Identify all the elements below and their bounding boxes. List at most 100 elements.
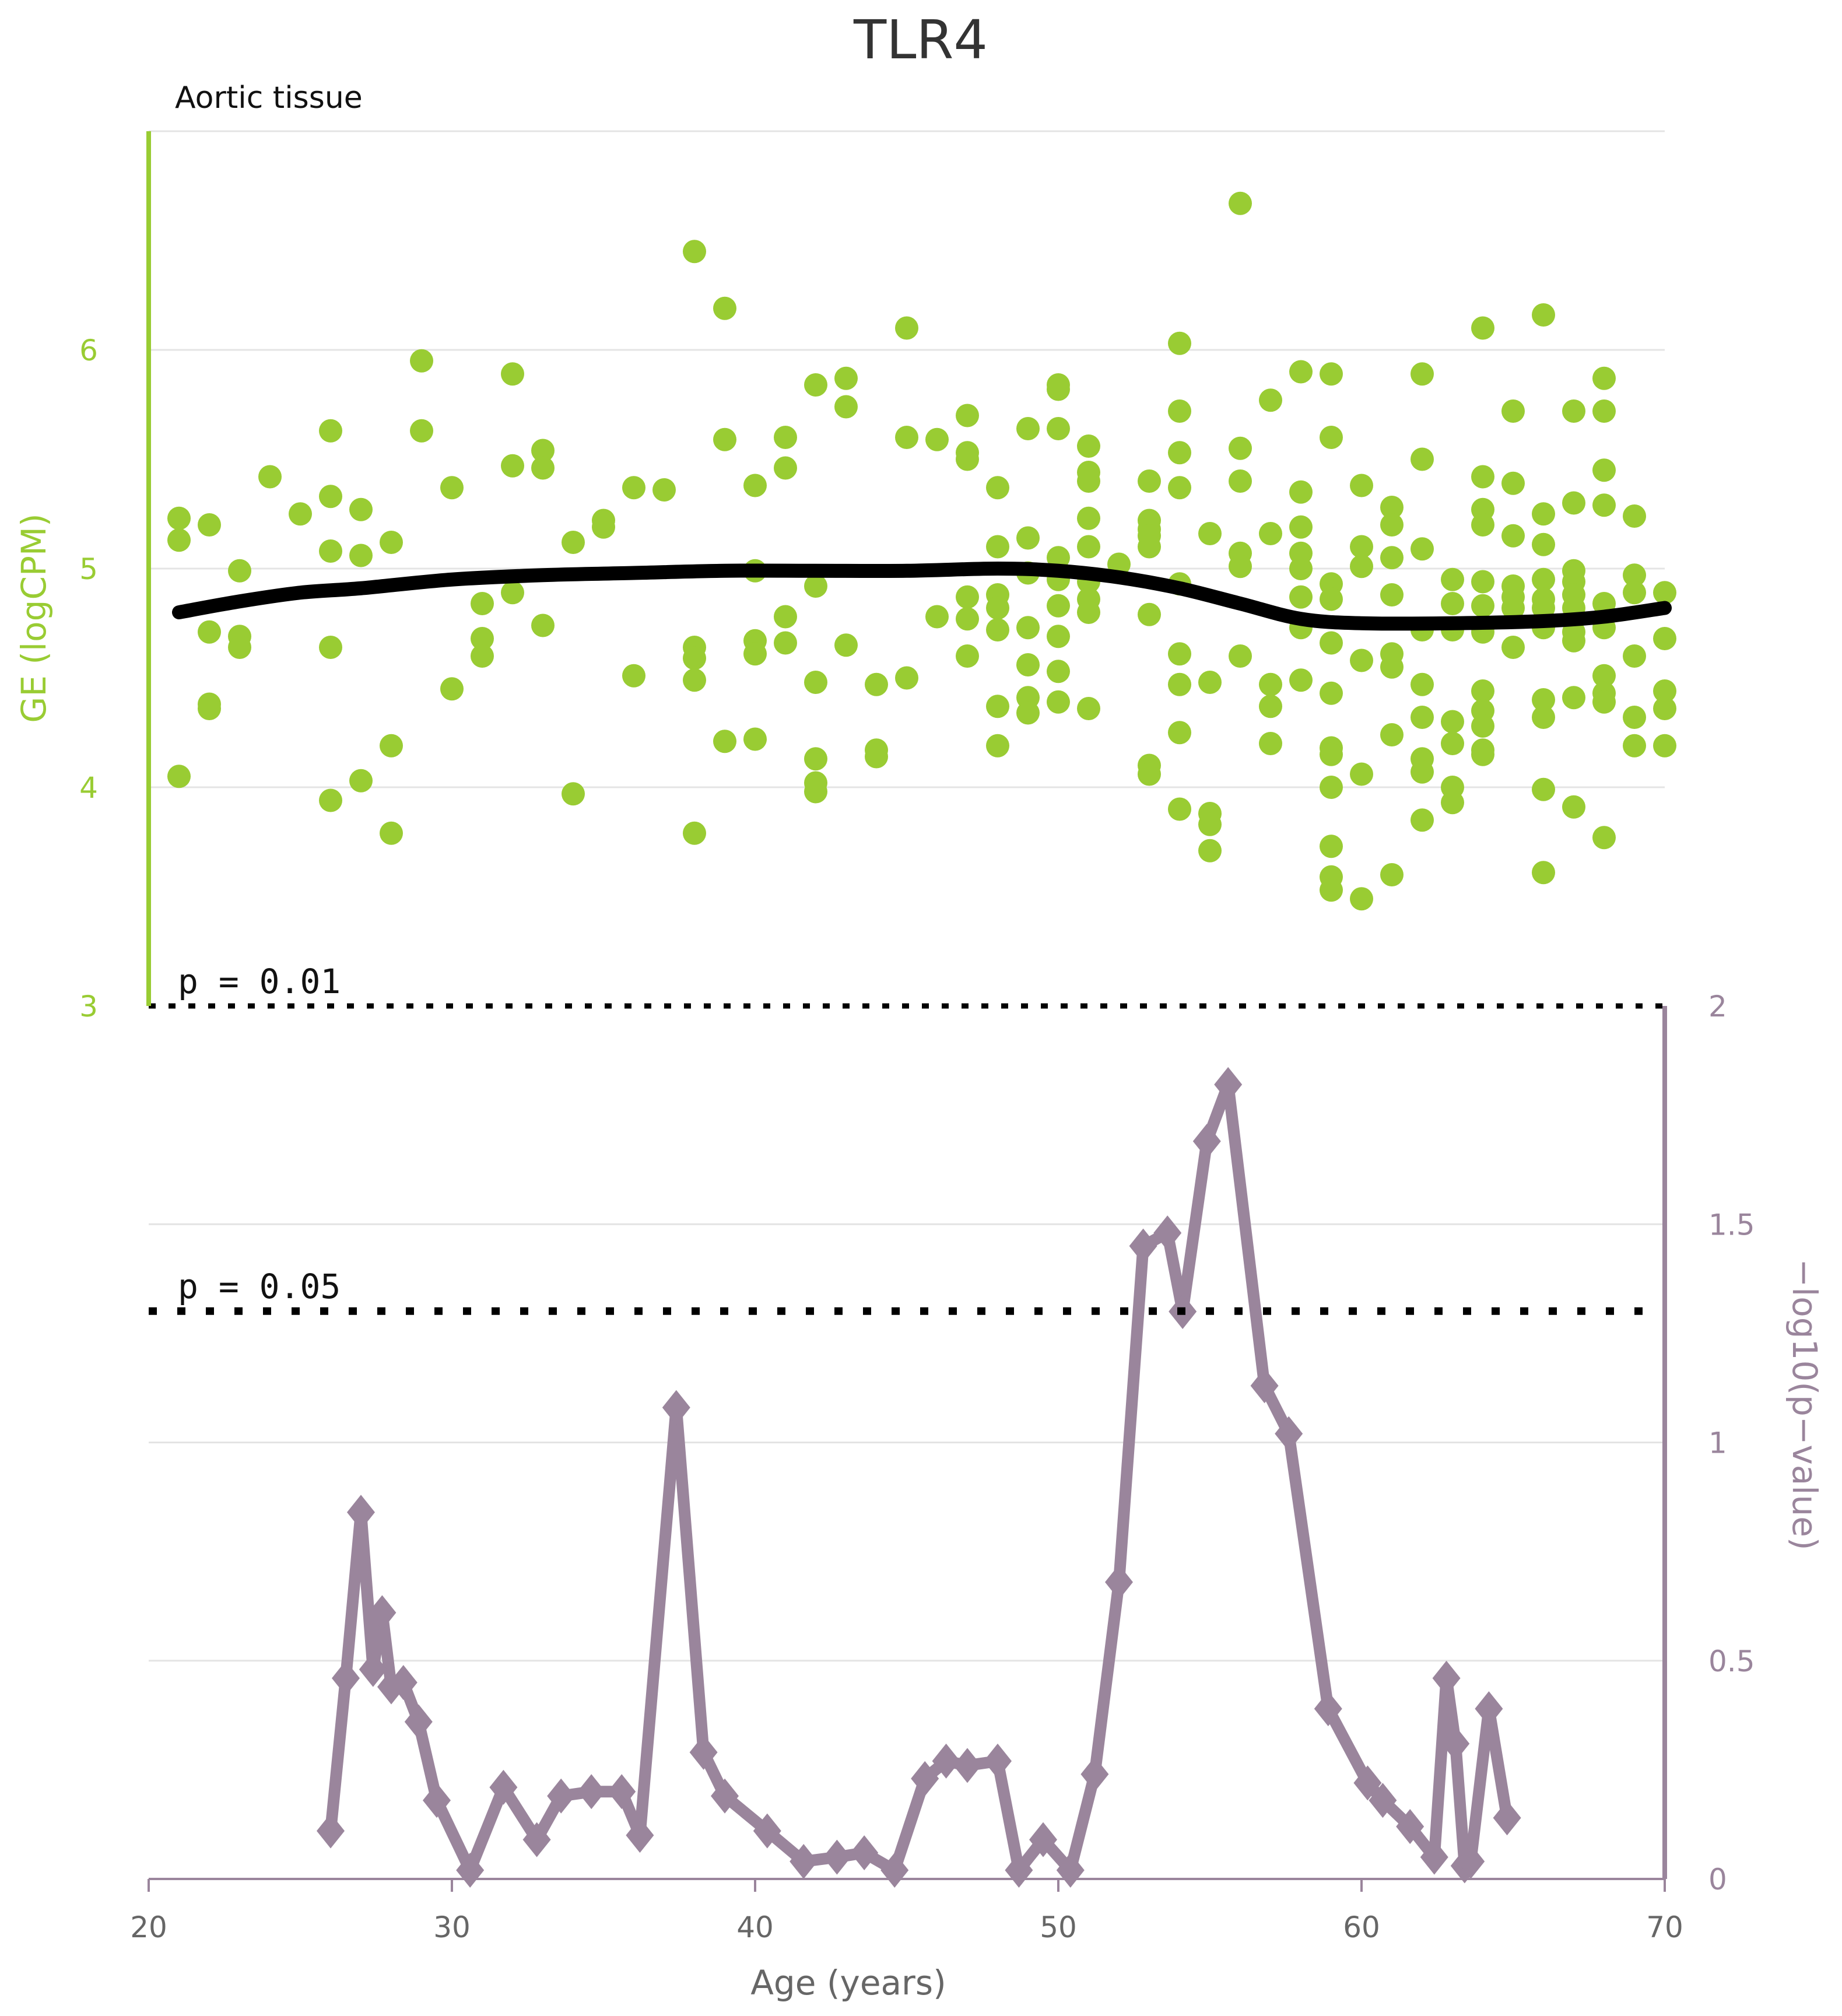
scatter-point [1198,671,1222,694]
scatter-point [1016,526,1040,550]
scatter-point [1168,672,1191,696]
scatter-point [410,349,433,373]
scatter-point [865,672,888,696]
scatter-point [1077,434,1100,458]
scatter-point [501,454,524,478]
scatter-point [562,782,585,806]
pvalue-line-group [325,1078,1513,1877]
pvalue-marker [347,1495,375,1530]
scatter-point [804,780,827,804]
scatter-point [1289,585,1313,609]
scatter-point [1047,594,1070,618]
scatter-point [1320,742,1343,766]
bottom-y-tick-label: 1 [1708,1426,1727,1460]
scatter-point [1441,710,1464,734]
scatter-point [622,476,645,500]
pvalue-line [325,1078,1513,1877]
scatter-point [1380,496,1404,519]
scatter-point [380,531,403,554]
scatter-point [804,671,827,694]
scatter-point [1471,316,1494,340]
scatter-point [1077,506,1100,530]
scatter-point [258,465,282,489]
pvalue-marker [753,1813,781,1849]
scatter-point [1623,504,1646,528]
threshold-label: p = 0.01 [178,962,341,1001]
scatter-point [319,788,342,812]
pvalue-marker [1214,1067,1243,1102]
scatter-point [956,404,979,427]
pvalue-marker [1080,1756,1109,1792]
scatter-point [501,362,524,386]
scatter-point [1653,697,1676,720]
x-axis-title: Age (years) [750,1963,946,2003]
scatter-point [1471,465,1494,489]
bottom-y-tick-label: 0 [1708,1863,1727,1896]
scatter-point [1411,760,1434,784]
scatter-point [743,727,767,751]
scatter-point [1047,690,1070,714]
top-y-tick-label: 3 [79,990,98,1023]
pvalue-marker [626,1818,654,1853]
scatter-point [1623,706,1646,729]
pvalue-marker [932,1743,960,1779]
scatter-point [1562,399,1585,423]
pvalue-marker [1129,1228,1157,1264]
scatter-point [986,476,1009,500]
pvalue-marker [984,1743,1012,1779]
scatter-point [531,456,555,480]
x-tick-label: 50 [1040,1910,1077,1944]
scatter-point [531,613,555,637]
pvalue-marker [1250,1368,1279,1404]
scatter-point [1411,362,1434,386]
scatter-point [956,585,979,609]
scatter-point [1532,502,1555,526]
scatter-point [895,426,918,449]
pvalue-marker [953,1748,981,1783]
scatter-point [198,620,221,644]
scatter-point [1350,555,1373,578]
scatter-point [774,426,797,449]
scatter-point [1138,762,1161,786]
scatter-point [743,642,767,666]
scatter-point [501,581,524,605]
bottom-y-tick-label: 1.5 [1708,1208,1755,1242]
scatter-point [804,574,827,598]
scatter-point [228,559,251,583]
scatter-point [956,447,979,471]
scatter-point [925,605,949,629]
scatter-point [1077,535,1100,559]
scatter-point [1259,732,1282,755]
pvalue-marker [1192,1124,1221,1159]
scatter-point [1532,706,1555,729]
pvalue-marker [1353,1765,1382,1801]
pvalue-marker [1369,1783,1397,1818]
scatter-point [1441,567,1464,591]
scatter-point [1532,688,1555,711]
pvalue-marker [547,1778,576,1814]
scatter-point [1289,557,1313,580]
scatter-point [1592,399,1616,423]
scatter-point [1077,697,1100,720]
scatter-point [986,535,1009,559]
scatter-point [1562,795,1585,819]
pvalue-marker [359,1652,387,1687]
scatter-point [1047,417,1070,440]
pvalue-marker [689,1734,718,1770]
pvalue-marker [368,1595,397,1631]
scatter-point [380,821,403,845]
scatter-point [1380,546,1404,570]
scatter-point [1411,447,1434,471]
scatter-point [1320,631,1343,655]
scatter-point [1289,360,1313,384]
scatter-point [319,636,342,659]
scatter-point [1350,535,1373,559]
scatter-point [1198,812,1222,836]
scatter-point [1259,522,1282,545]
scatter-point [1411,672,1434,696]
threshold-label: p = 0.05 [178,1267,341,1306]
scatter-point [925,427,949,451]
scatter-point [1592,493,1616,517]
scatter-point [167,506,191,530]
